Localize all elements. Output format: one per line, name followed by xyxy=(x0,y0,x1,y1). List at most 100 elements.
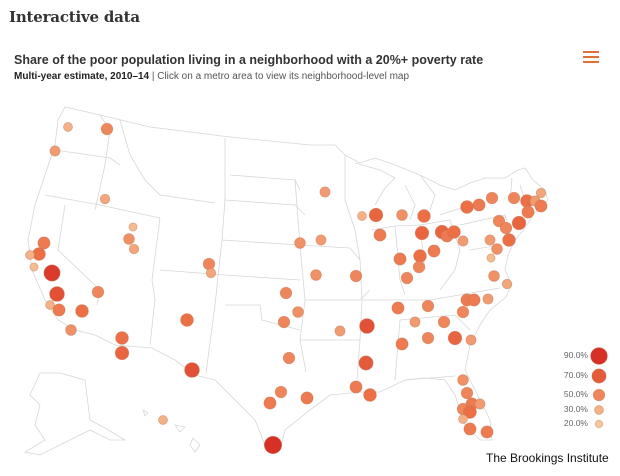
metro-bubble[interactable] xyxy=(282,351,296,365)
metro-bubble[interactable] xyxy=(277,315,291,329)
metro-bubble[interactable] xyxy=(128,243,140,255)
metro-bubble[interactable] xyxy=(202,257,216,271)
metro-bubble[interactable] xyxy=(486,253,496,263)
metro-bubble[interactable] xyxy=(465,334,477,346)
metro-bubble[interactable] xyxy=(499,221,513,235)
metro-bubble[interactable] xyxy=(456,305,470,319)
metro-bubble[interactable] xyxy=(437,315,451,329)
metro-bubble[interactable] xyxy=(472,198,486,212)
metro-bubble[interactable] xyxy=(391,301,405,315)
metro-bubble[interactable] xyxy=(467,293,481,307)
metro-bubble[interactable] xyxy=(463,422,477,436)
metro-bubble[interactable] xyxy=(349,380,363,394)
metro-bubble[interactable] xyxy=(158,415,168,425)
metro-bubble[interactable] xyxy=(421,331,435,345)
metro-bubble[interactable] xyxy=(460,386,474,400)
metro-bubble[interactable] xyxy=(511,215,527,231)
metro-bubbles[interactable] xyxy=(25,122,548,455)
metro-bubble[interactable] xyxy=(521,205,535,219)
metro-bubble[interactable] xyxy=(52,303,66,317)
metro-bubble[interactable] xyxy=(49,145,61,157)
metro-bubble[interactable] xyxy=(359,318,375,334)
metro-bubble[interactable] xyxy=(400,271,414,285)
metro-bubble[interactable] xyxy=(315,234,327,246)
metro-bubble[interactable] xyxy=(65,324,77,336)
metro-bubble[interactable] xyxy=(427,244,441,258)
metro-bubble[interactable] xyxy=(263,396,277,410)
metro-bubble[interactable] xyxy=(484,234,496,246)
metro-bubble[interactable] xyxy=(417,209,431,223)
metro-bubble[interactable] xyxy=(349,269,363,283)
metro-bubble[interactable] xyxy=(480,425,494,439)
metro-bubble[interactable] xyxy=(43,264,61,282)
metro-bubble[interactable] xyxy=(460,200,474,214)
metro-bubble[interactable] xyxy=(507,191,521,205)
page-heading: Interactive data xyxy=(9,8,140,26)
metro-bubble[interactable] xyxy=(414,225,430,241)
metro-bubble[interactable] xyxy=(279,286,293,300)
metro-bubble[interactable] xyxy=(99,193,111,205)
metro-bubble[interactable] xyxy=(45,300,55,310)
hamburger-menu-icon[interactable] xyxy=(583,51,599,65)
metro-bubble[interactable] xyxy=(300,391,314,405)
metro-bubble[interactable] xyxy=(274,385,288,399)
metro-bubble[interactable] xyxy=(457,235,469,247)
metro-bubble[interactable] xyxy=(501,278,513,290)
metro-bubble[interactable] xyxy=(412,260,426,274)
metro-bubble[interactable] xyxy=(491,243,503,255)
legend-label: 90.0% xyxy=(563,350,588,360)
metro-bubble[interactable] xyxy=(310,269,322,281)
metro-bubble[interactable] xyxy=(334,325,346,337)
metro-bubble[interactable] xyxy=(447,330,463,346)
metro-bubble[interactable] xyxy=(263,435,283,455)
source-credit: The Brookings Institute xyxy=(486,451,609,465)
metro-bubble[interactable] xyxy=(396,209,408,221)
metro-bubble[interactable] xyxy=(75,304,89,318)
metro-bubble[interactable] xyxy=(368,207,384,223)
metro-bubble[interactable] xyxy=(409,316,421,328)
metro-bubble[interactable] xyxy=(123,233,135,245)
metro-bubble[interactable] xyxy=(502,233,516,247)
legend-label: 30.0% xyxy=(563,404,588,414)
metro-bubble[interactable] xyxy=(457,374,469,386)
metro-bubble[interactable] xyxy=(474,398,486,410)
metro-bubble[interactable] xyxy=(395,337,409,351)
legend-swatch xyxy=(594,419,604,429)
metro-bubble[interactable] xyxy=(180,313,194,327)
metro-bubble[interactable] xyxy=(319,186,331,198)
metro-bubble[interactable] xyxy=(482,293,494,305)
metro-bubble[interactable] xyxy=(485,191,499,205)
legend-swatch xyxy=(591,368,607,384)
metro-bubble[interactable] xyxy=(534,199,548,213)
metro-bubble[interactable] xyxy=(115,331,129,345)
metro-bubble[interactable] xyxy=(413,249,427,263)
metro-bubble[interactable] xyxy=(357,211,367,221)
metro-bubble[interactable] xyxy=(463,405,477,419)
subtitle-instruction: | Click on a metro area to view its neig… xyxy=(149,71,410,82)
metro-bubble[interactable] xyxy=(63,122,73,132)
metro-bubble[interactable] xyxy=(91,285,105,299)
metro-bubble[interactable] xyxy=(447,225,461,239)
metro-bubble[interactable] xyxy=(393,252,407,266)
metro-bubble[interactable] xyxy=(373,228,387,242)
metro-bubble[interactable] xyxy=(205,267,217,279)
metro-bubble[interactable] xyxy=(363,388,377,402)
metro-bubble[interactable] xyxy=(49,286,65,302)
metro-bubble[interactable] xyxy=(100,122,114,136)
metro-bubble[interactable] xyxy=(29,262,39,272)
metro-bubble[interactable] xyxy=(37,236,51,250)
metro-bubble[interactable] xyxy=(488,270,500,282)
metro-bubble[interactable] xyxy=(458,414,468,424)
metro-bubble[interactable] xyxy=(184,362,200,378)
metro-bubble[interactable] xyxy=(294,237,306,249)
subtitle-estimate: Multi-year estimate, 2010–14 xyxy=(14,71,150,82)
metro-bubble[interactable] xyxy=(114,345,130,361)
metro-bubble[interactable] xyxy=(25,250,35,260)
metro-bubble[interactable] xyxy=(358,355,374,371)
metro-bubble[interactable] xyxy=(421,299,435,313)
metro-bubble[interactable] xyxy=(535,187,547,199)
metro-bubble[interactable] xyxy=(128,222,138,232)
legend-label: 50.0% xyxy=(563,389,588,399)
metro-bubble[interactable] xyxy=(292,306,304,318)
